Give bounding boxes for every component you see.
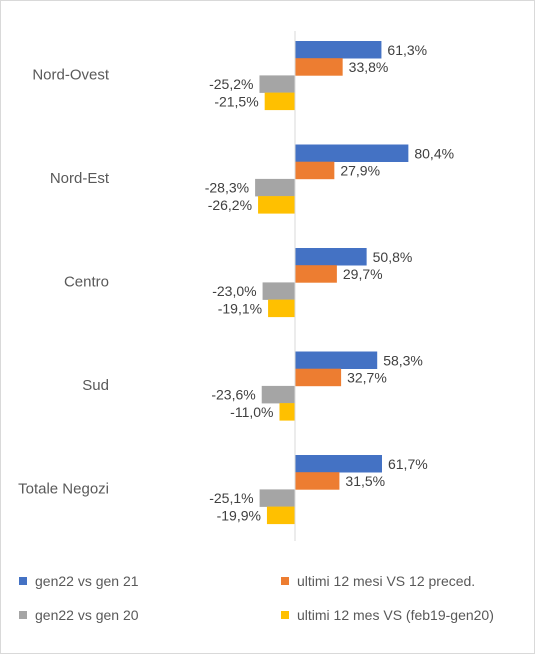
legend: gen22 vs gen 21 ultimi 12 mesi VS 12 prec… (1, 561, 535, 631)
bar (295, 58, 343, 76)
bar (255, 178, 295, 197)
data-label: -25,1% (209, 490, 253, 506)
data-label: 32,7% (347, 369, 387, 385)
bar (266, 506, 295, 525)
bar (264, 92, 295, 111)
data-label: 50,8% (373, 249, 413, 265)
category-label: Sud (82, 377, 109, 394)
category-label: Nord-Est (50, 170, 110, 187)
data-label: -26,2% (208, 197, 252, 213)
bar (295, 265, 337, 283)
data-label: 61,7% (388, 456, 428, 472)
legend-item: gen22 vs gen 20 (19, 607, 139, 623)
legend-item: ultimi 12 mesi VS 12 preced. (281, 573, 475, 589)
data-label: 33,8% (349, 59, 389, 75)
legend-swatch (19, 611, 27, 619)
bar (295, 161, 335, 180)
legend-label: ultimi 12 mes VS (feb19-gen20) (297, 607, 494, 623)
bar (295, 455, 382, 473)
legend-swatch (19, 577, 27, 585)
bar (268, 299, 295, 318)
category-label: Nord-Ovest (32, 66, 110, 83)
data-label: 29,7% (343, 266, 383, 282)
data-label: 58,3% (383, 352, 423, 368)
bar (295, 144, 409, 162)
data-label: -19,1% (218, 300, 262, 316)
data-label: -25,2% (209, 76, 253, 92)
legend-swatch (281, 577, 289, 585)
data-label: 61,3% (387, 42, 427, 58)
data-label: 80,4% (414, 145, 454, 161)
data-label: -23,0% (212, 283, 256, 299)
bar (295, 351, 378, 369)
bar (258, 196, 295, 214)
data-label: -19,9% (217, 507, 261, 523)
bar (261, 385, 295, 404)
bar (295, 368, 342, 387)
bar (295, 472, 340, 490)
data-label: -21,5% (214, 93, 258, 109)
data-label: -11,0% (230, 404, 273, 420)
bar (295, 248, 367, 266)
data-label: -28,3% (205, 180, 249, 196)
legend-swatch (281, 611, 289, 619)
legend-item: gen22 vs gen 21 (19, 573, 139, 589)
category-label: Totale Negozi (18, 480, 109, 497)
legend-label: gen22 vs gen 21 (35, 573, 139, 589)
data-label: -23,6% (211, 387, 255, 403)
bar-chart: Nord-Ovest 61,3%33,8% -25,2%-21,5% Nord-Est… (18, 31, 454, 541)
category-label: Centro (64, 273, 109, 290)
data-label: 31,5% (345, 473, 385, 489)
bar (262, 282, 295, 300)
data-label: 27,9% (340, 162, 380, 178)
bar (295, 41, 382, 59)
legend-label: ultimi 12 mesi VS 12 preced. (297, 573, 476, 589)
legend-item: ultimi 12 mes VS (feb19-gen20) (281, 607, 494, 623)
bar (279, 403, 295, 421)
legend-label: gen22 vs gen 20 (35, 607, 139, 623)
bar (259, 489, 295, 507)
bar (259, 75, 295, 93)
